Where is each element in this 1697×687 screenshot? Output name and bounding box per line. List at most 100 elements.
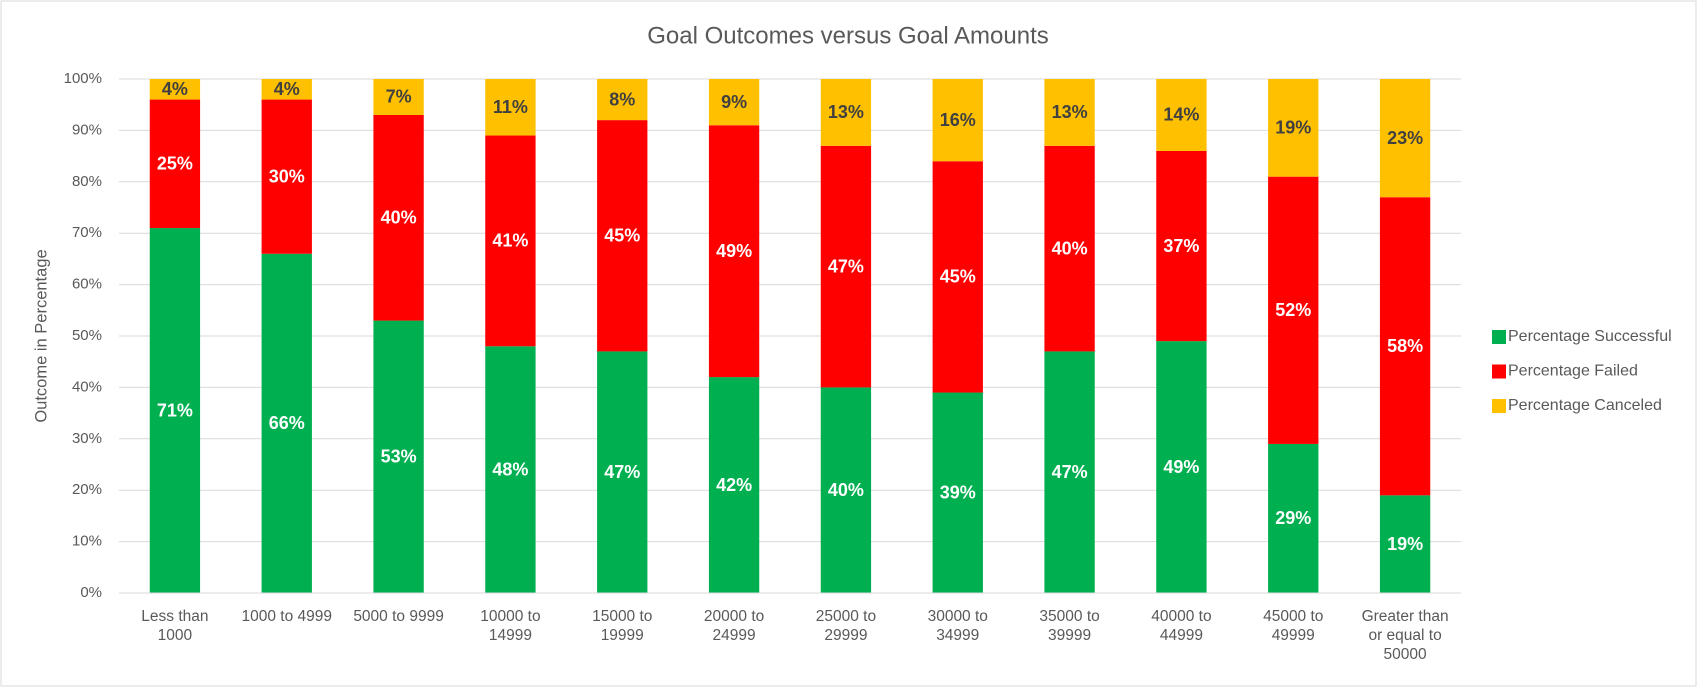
bar-segment [373, 114, 424, 321]
y-tick-label: 50% [72, 327, 102, 344]
bar-segment [1156, 79, 1207, 151]
bar-segment [708, 377, 760, 593]
y-tick-label: 90% [72, 121, 102, 138]
data-label: 4% [162, 79, 188, 99]
bar-segment [373, 320, 424, 593]
data-label: 11% [493, 97, 528, 117]
bar-segment [1156, 150, 1207, 342]
data-label: 71% [157, 400, 193, 420]
legend-label: Percentage Successful [1508, 328, 1672, 345]
data-label: 14% [1163, 105, 1199, 125]
legend-swatch [1492, 364, 1506, 379]
legend-label: Percentage Failed [1508, 363, 1638, 380]
bar-segment [1044, 79, 1095, 146]
y-tick-label: 80% [72, 173, 102, 190]
bar-segment [1268, 443, 1319, 593]
data-label: 58% [1387, 336, 1423, 356]
bar-segment [485, 79, 536, 136]
data-label: 23% [1387, 128, 1423, 148]
x-tick-label: Greater than or equal to 50000 [1361, 608, 1449, 663]
data-label: 25% [157, 154, 193, 174]
y-axis-label: Outcome in Percentage [32, 249, 50, 422]
bar-segment [149, 99, 201, 229]
bar-segment [1379, 79, 1431, 198]
bar-segment [1044, 351, 1095, 593]
data-label: 7% [386, 87, 412, 107]
x-tick-label: 1000 to 4999 [241, 608, 332, 625]
y-tick-label: 70% [72, 224, 102, 241]
x-tick-label: 30000 to 34999 [927, 608, 988, 644]
data-label: 40% [381, 208, 417, 228]
bar-segment [820, 387, 872, 593]
bar-segment [261, 253, 312, 593]
legend-label: Percentage Canceled [1508, 397, 1662, 414]
data-label: 30% [269, 166, 305, 186]
x-tick-label: Less than 1000 [141, 608, 209, 644]
y-tick-label: 20% [72, 481, 102, 498]
y-tick-label: 40% [72, 378, 102, 395]
bar-segment [1156, 341, 1207, 593]
x-tick-label: 5000 to 9999 [353, 608, 444, 625]
data-label: 49% [1163, 457, 1199, 477]
x-tick-label: 35000 to 39999 [1039, 608, 1100, 644]
data-label: 48% [492, 459, 528, 479]
bar-segment [932, 161, 983, 393]
bar-segment [597, 79, 648, 121]
data-label: 49% [716, 241, 752, 261]
chart-title: Goal Outcomes versus Goal Amounts [647, 22, 1049, 49]
bar-segment [261, 99, 312, 254]
y-tick-label: 10% [72, 533, 102, 550]
bar-segment [149, 228, 201, 593]
data-label: 16% [940, 110, 976, 130]
legend-swatch [1492, 330, 1506, 344]
data-label: 66% [269, 413, 305, 433]
bar-segment [149, 79, 201, 100]
data-label: 19% [1387, 534, 1423, 554]
y-tick-label: 60% [72, 276, 102, 293]
bar-segment [932, 79, 983, 162]
data-label: 47% [604, 462, 640, 482]
y-tick-label: 100% [64, 70, 102, 87]
bar-segment [708, 79, 760, 126]
bar-segment [485, 346, 536, 593]
y-tick-label: 0% [80, 584, 102, 601]
y-tick-label: 30% [72, 430, 102, 447]
bar-segment [597, 351, 648, 593]
x-tick-label: 15000 to 19999 [592, 608, 653, 644]
x-tick-label: 20000 to 24999 [703, 608, 765, 644]
bar-segment [1268, 176, 1319, 444]
data-label: 40% [1052, 238, 1088, 258]
legend-swatch [1492, 399, 1506, 413]
x-tick-label: 25000 to 29999 [815, 608, 877, 644]
data-label: 52% [1275, 300, 1311, 320]
data-label: 8% [609, 89, 635, 109]
data-label: 4% [274, 79, 300, 99]
data-label: 13% [828, 102, 864, 122]
data-label: 13% [1052, 102, 1088, 122]
x-tick-label: 10000 to 14999 [480, 608, 541, 644]
data-label: 53% [381, 447, 417, 467]
bar-segment [932, 392, 983, 593]
x-tick-label: 40000 to 44999 [1151, 608, 1212, 644]
bar-segment [373, 79, 424, 115]
data-label: 19% [1275, 118, 1311, 138]
data-label: 40% [828, 480, 864, 500]
bar-segment [1268, 79, 1319, 177]
bar-segment [1379, 197, 1431, 496]
data-label: 29% [1275, 508, 1311, 528]
bar-segment [1044, 145, 1095, 352]
data-label: 39% [940, 483, 976, 503]
bar-segment [820, 79, 872, 146]
data-label: 42% [716, 475, 752, 495]
bar-segment [597, 120, 648, 352]
bar-segment [261, 79, 312, 100]
bar-segment [708, 125, 760, 378]
bar-segment [1379, 495, 1431, 593]
x-tick-label: 45000 to 49999 [1263, 608, 1324, 644]
data-label: 41% [492, 231, 528, 251]
data-label: 47% [828, 256, 864, 276]
data-label: 45% [940, 267, 976, 287]
bar-segment [820, 145, 872, 388]
data-label: 9% [721, 92, 747, 112]
